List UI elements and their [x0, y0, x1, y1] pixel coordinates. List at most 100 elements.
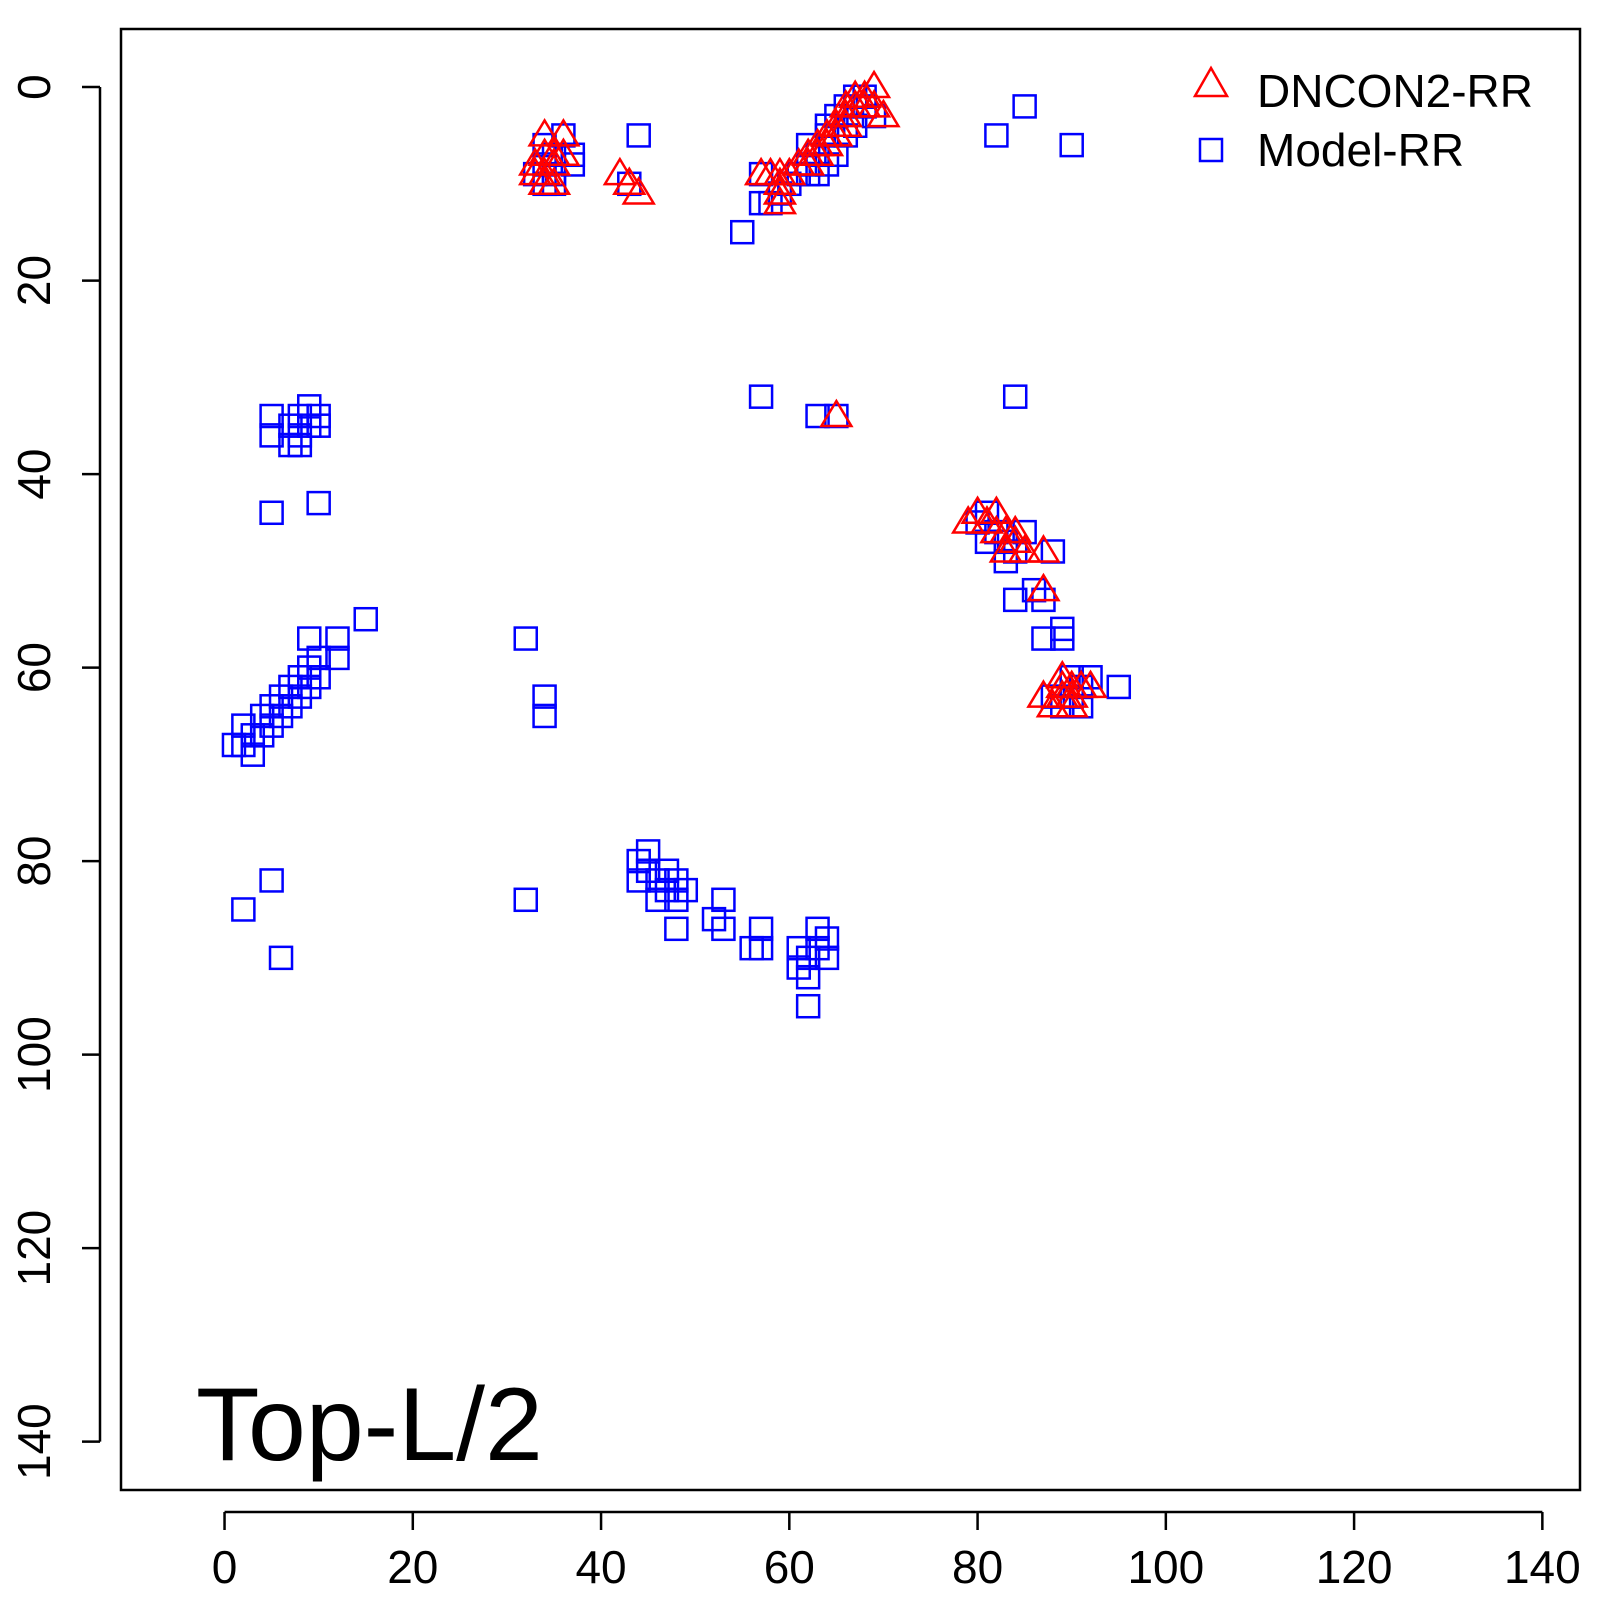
- model-rr-point: [673, 877, 699, 903]
- model-rr-point: [805, 916, 830, 942]
- model-rr-point: [645, 887, 670, 913]
- model-rr-point: [626, 848, 651, 874]
- model-rr-point: [278, 674, 303, 700]
- model-rr-point: [1002, 384, 1028, 409]
- model-rr-point: [748, 916, 774, 942]
- x-tick-label: 140: [1504, 1541, 1581, 1593]
- model-rr-point: [297, 655, 322, 680]
- model-rr-point: [287, 403, 313, 429]
- model-rr-point: [306, 490, 331, 516]
- dncon2-rr-point: [621, 176, 656, 205]
- model-rr-point: [306, 413, 331, 438]
- dncon2-rr-point: [856, 69, 892, 99]
- model-rr-point: [306, 665, 331, 690]
- dncon2-rr-point: [950, 505, 986, 534]
- model-rr-point: [513, 626, 539, 651]
- model-rr-point: [259, 403, 284, 429]
- model-rr-point: [701, 906, 727, 932]
- dncon2-rr-point: [819, 398, 854, 428]
- model-rr-point: [297, 674, 322, 700]
- model-rr-point: [297, 626, 322, 651]
- model-rr-point: [654, 877, 680, 903]
- dncon2-rr-point: [828, 108, 864, 138]
- model-rr-point: [635, 839, 661, 864]
- x-tick-label: 40: [575, 1541, 626, 1593]
- model-rr-point: [259, 694, 284, 719]
- model-rr-point: [259, 713, 284, 738]
- model-rr-point: [325, 626, 350, 651]
- dncon2-rr-point: [998, 514, 1033, 544]
- model-rr-point: [306, 645, 331, 671]
- dncon2-rr-point: [527, 118, 562, 147]
- dncon2-rr-point: [762, 176, 798, 205]
- dncon2-rr-point: [1026, 534, 1061, 563]
- dncon2-rr-point: [800, 137, 835, 167]
- model-rr-point: [795, 964, 821, 990]
- model-rr-point: [259, 423, 284, 448]
- model-rr-point: [268, 945, 294, 971]
- y-axis: 0 20 40 60 80 100 120 140: [8, 74, 102, 1480]
- legend-label-dncon2: DNCON2-RR: [1257, 65, 1533, 117]
- model-rr-point: [278, 413, 303, 438]
- x-tick-label: 100: [1127, 1541, 1204, 1593]
- model-rr-point: [664, 868, 689, 893]
- dncon2-rr-point: [1026, 572, 1061, 602]
- model-rr-point: [278, 694, 303, 719]
- model-rr-point: [513, 887, 539, 913]
- model-rr-point: [795, 945, 821, 971]
- model-rr-point: [268, 703, 294, 729]
- x-tick-label: 80: [952, 1541, 1003, 1593]
- model-rr-point: [249, 703, 275, 729]
- dncon2-rr-point: [828, 98, 864, 128]
- dncon2-rr-point: [1073, 669, 1108, 699]
- model-rr-point: [1031, 626, 1056, 651]
- model-rr-point: [1059, 132, 1084, 158]
- dncon2-rr-point: [790, 147, 826, 176]
- y-tick-label: 60: [8, 642, 60, 693]
- model-rr-point: [786, 935, 811, 961]
- model-rr-point: [795, 993, 821, 1019]
- legend-triangle-marker: [1192, 65, 1230, 98]
- panel-annotation: Top-L/2: [196, 1367, 543, 1483]
- model-rr-point: [654, 858, 680, 884]
- model-rr-point: [645, 868, 670, 893]
- plot-frame: [119, 27, 1582, 1492]
- dncon2-rr-point: [1007, 534, 1042, 563]
- x-tick-label: 60: [764, 1541, 815, 1593]
- x-tick-label: 0: [212, 1541, 238, 1593]
- data-points: [221, 69, 1132, 1019]
- y-tick-label: 20: [8, 255, 60, 306]
- model-rr-point: [664, 916, 689, 942]
- model-rr-point: [1012, 94, 1037, 119]
- dncon2-rr-point: [536, 166, 572, 196]
- dncon2-rr-point: [979, 495, 1014, 525]
- model-rr-point: [626, 123, 651, 148]
- y-tick-label: 140: [8, 1403, 60, 1480]
- dncon2-rr-point: [546, 137, 581, 167]
- legend: DNCON2-RR Model-RR: [1192, 65, 1533, 176]
- x-tick-label: 20: [387, 1541, 438, 1593]
- dncon2-rr-point: [1054, 688, 1089, 718]
- model-rr-point: [748, 384, 774, 409]
- y-tick-label: 120: [8, 1210, 60, 1287]
- x-tick-label: 120: [1316, 1541, 1393, 1593]
- model-rr-point: [1050, 626, 1075, 651]
- model-rr-point: [984, 123, 1009, 148]
- model-rr-point: [287, 684, 313, 709]
- model-rr-point: [259, 500, 284, 526]
- dncon2-rr-point: [546, 118, 581, 147]
- model-rr-point: [814, 926, 840, 951]
- model-rr-point: [711, 887, 736, 913]
- y-tick-label: 80: [8, 836, 60, 887]
- model-rr-point: [353, 606, 378, 632]
- model-rr-point: [532, 703, 557, 729]
- dncon2-rr-point: [819, 118, 854, 147]
- model-rr-point: [268, 684, 294, 709]
- model-rr-point: [748, 935, 774, 961]
- model-rr-point: [259, 868, 284, 893]
- model-rr-point: [664, 887, 689, 913]
- model-rr-point: [786, 955, 811, 980]
- model-rr-point: [532, 684, 557, 709]
- model-rr-point: [635, 858, 661, 884]
